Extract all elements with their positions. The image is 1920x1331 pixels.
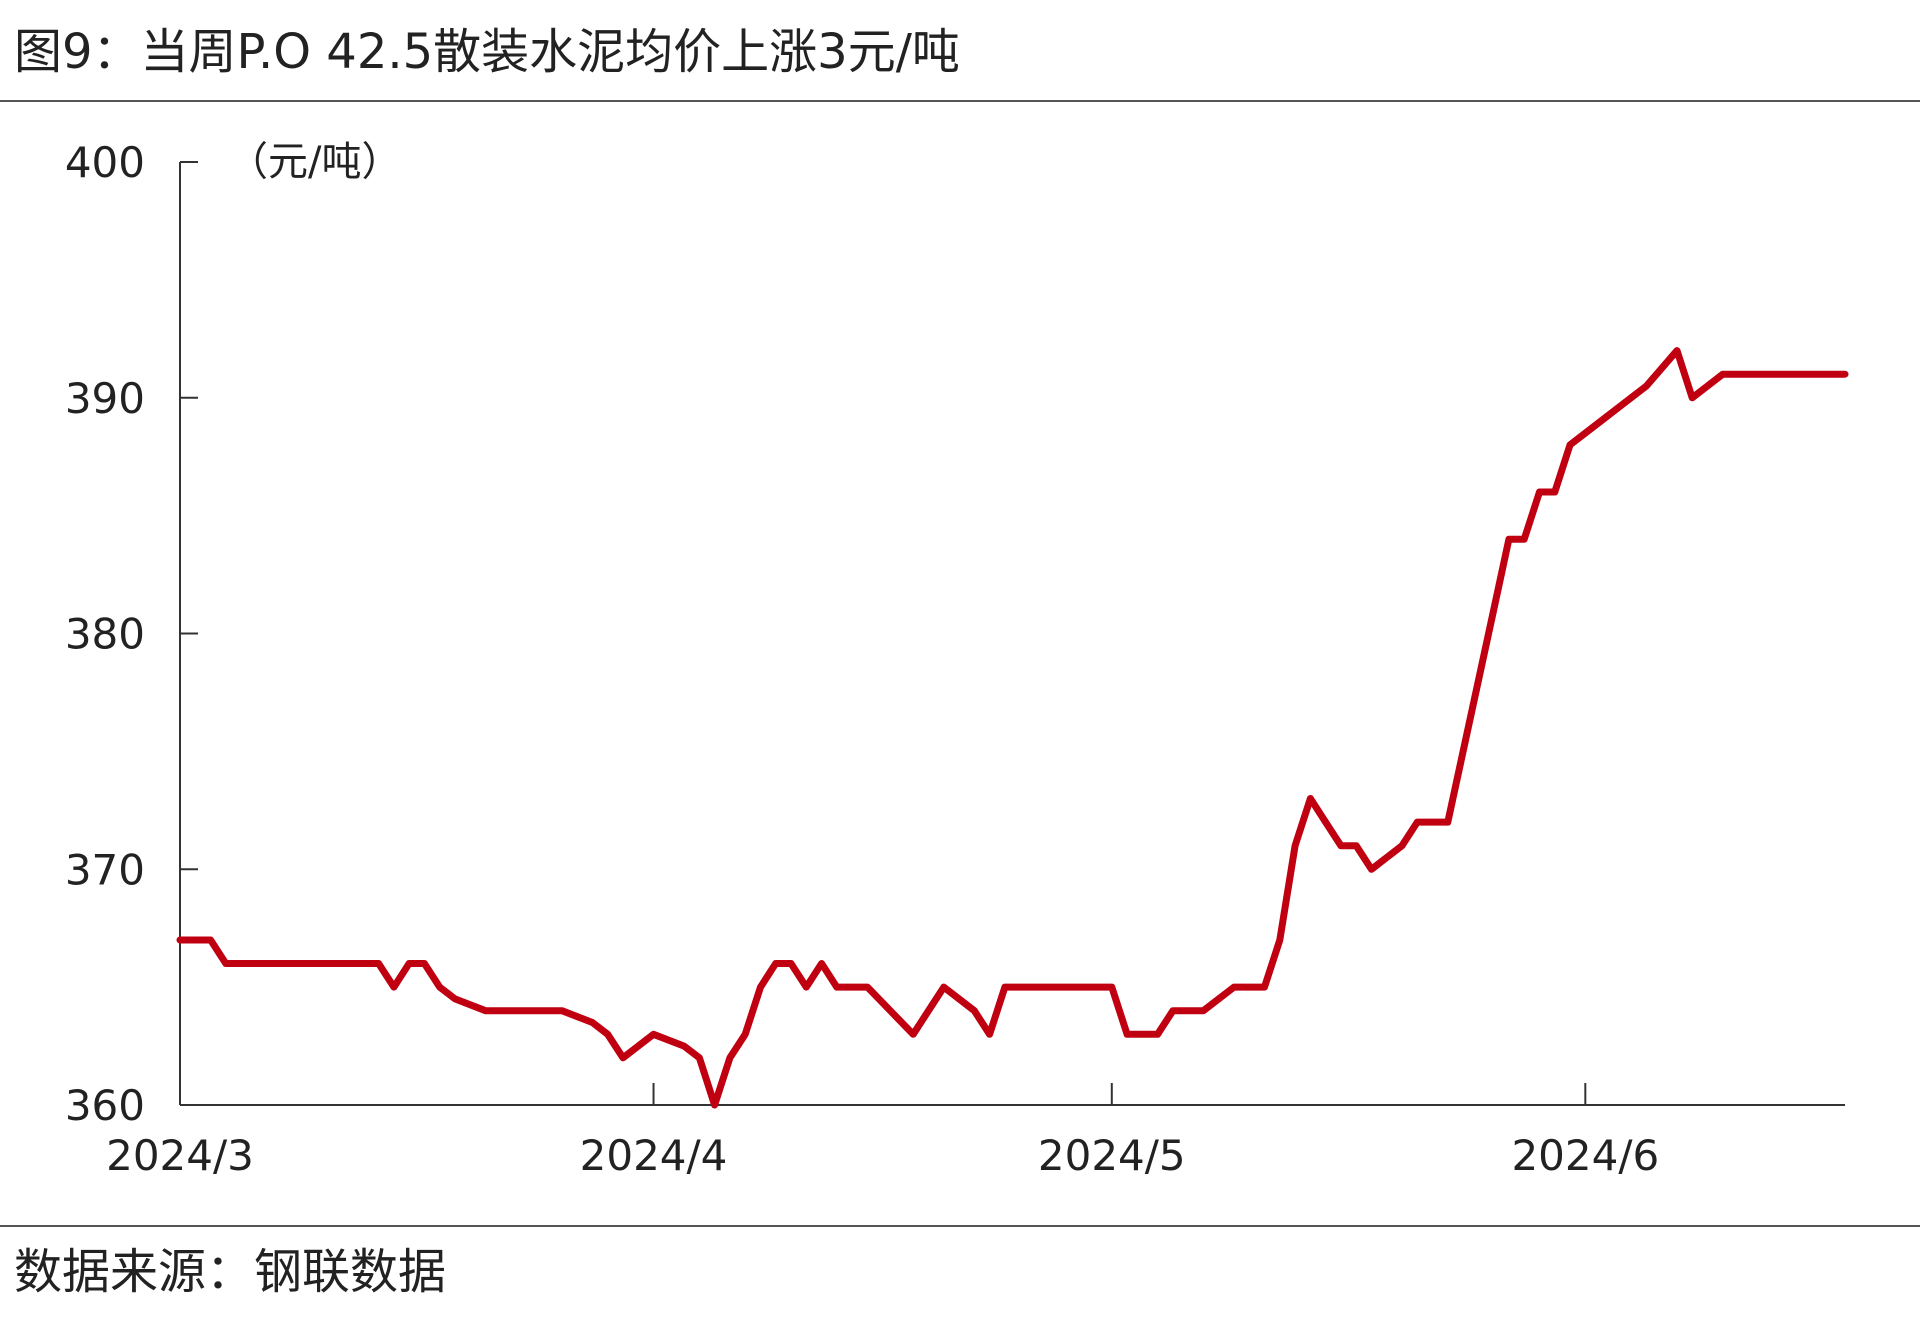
y-tick-label: 400 [65,138,145,187]
y-tick-label: 370 [65,845,145,894]
x-tick-label: 2024/4 [580,1131,728,1180]
top-rule [0,100,1920,102]
chart-axes [179,162,1845,1106]
y-unit-label: （元/吨） [228,139,401,185]
x-axis-ticks: 2024/3 2024/4 2024/5 2024/6 [106,1083,1659,1180]
x-tick-label: 2024/5 [1038,1131,1186,1180]
y-tick-label: 360 [65,1081,145,1130]
y-tick-label: 380 [65,610,145,659]
bottom-rule [0,1225,1920,1227]
y-tick-label: 390 [65,374,145,423]
figure-title: 图9：当周P.O 42.5散装水泥均价上涨3元/吨 [14,24,960,80]
series-group [176,347,1849,1109]
price-line [176,347,1849,1109]
x-tick-label: 2024/3 [106,1131,254,1180]
x-tick-label: 2024/6 [1511,1131,1659,1180]
source-note: 数据来源：钢联数据 [14,1244,447,1300]
y-axis-ticks: 360 370 380 390 400 [65,138,198,1130]
